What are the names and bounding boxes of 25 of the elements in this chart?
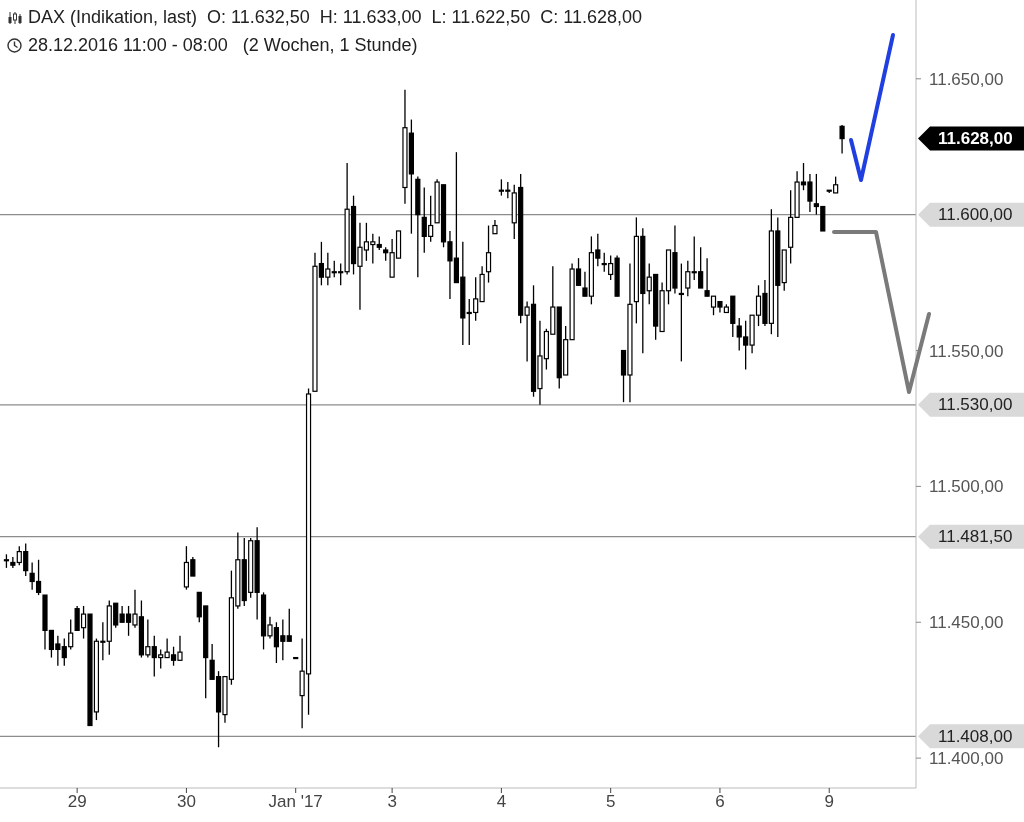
x-tick-label: 9 [824, 792, 834, 812]
text: 11.628,00 [938, 129, 1013, 149]
y-tick-label: 11.400,00 [929, 749, 1004, 769]
x-tick-label: 4 [496, 792, 507, 812]
y-tick-label: 11.550,00 [929, 341, 1004, 361]
text: 28.12.2016 11:00 - 08:00 (2 Wochen, 1 Stunde) [28, 35, 418, 56]
ref-line-label: 11.530,00 [938, 395, 1013, 415]
x-tick-label: 6 [715, 792, 725, 812]
ref-line-label: 11.600,00 [938, 205, 1013, 225]
y-tick-label: 11.500,00 [929, 477, 1004, 497]
x-tick-label: Jan '17 [268, 792, 323, 812]
ref-line-label: 11.408,00 [938, 726, 1013, 746]
y-tick-label: 11.650,00 [929, 69, 1004, 89]
x-tick-label: 30 [176, 792, 196, 812]
y-tick-label: 11.450,00 [929, 613, 1004, 633]
chart-title: DAX (Indikation, last) O: 11.632,50 H: 11.633,00 L: 11.622,50 C: 11.628,00 [28, 7, 643, 28]
candlestick [485, 224, 492, 284]
candlestick [839, 124, 845, 155]
candlestick [286, 608, 292, 642]
ref-line-label: 11.481,50 [938, 527, 1013, 547]
candlestick [678, 262, 684, 363]
candlestick [685, 260, 691, 297]
x-tick-label: 29 [67, 792, 87, 812]
x-tick-label: 3 [387, 792, 397, 812]
x-tick-label: 5 [605, 792, 616, 812]
